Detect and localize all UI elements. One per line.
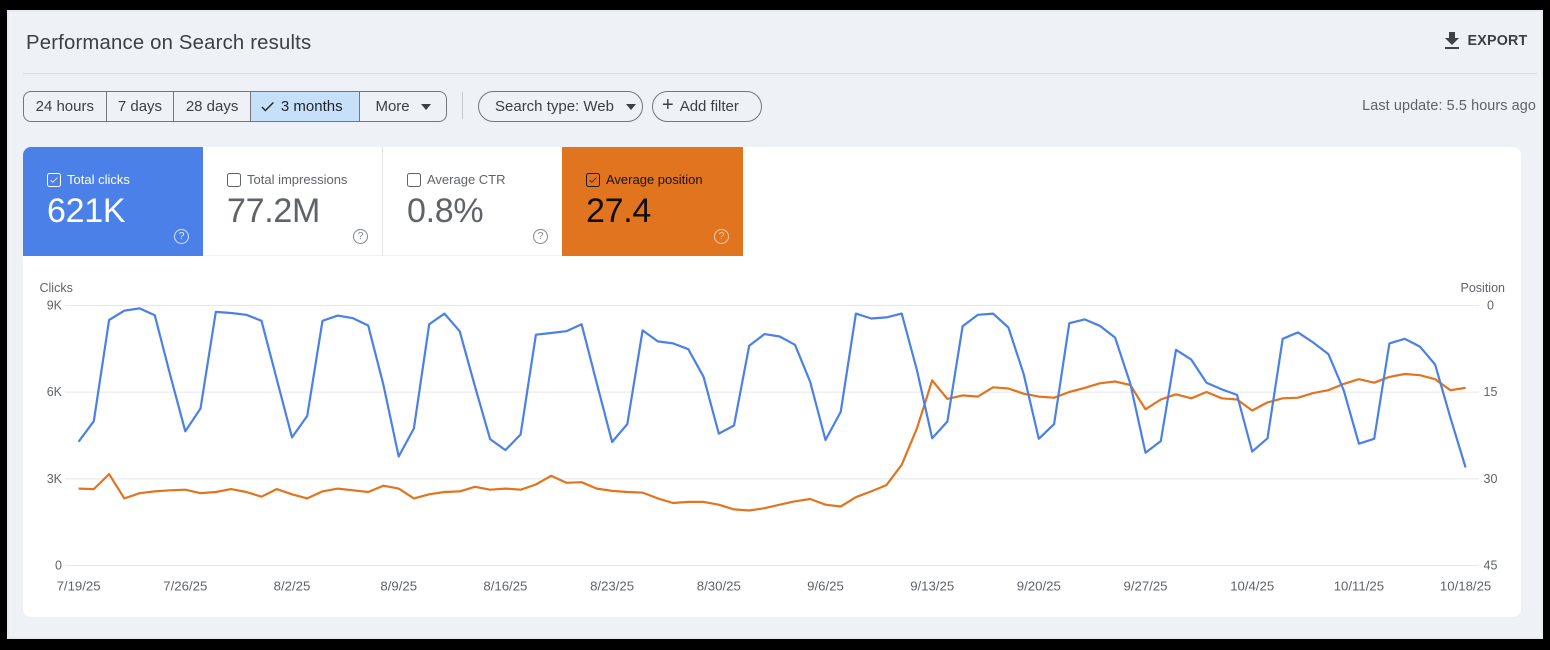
svg-text:45: 45: [1484, 559, 1498, 573]
svg-text:7/19/25: 7/19/25: [57, 579, 101, 594]
svg-text:10/11/25: 10/11/25: [1334, 579, 1384, 594]
svg-text:10/4/25: 10/4/25: [1230, 579, 1274, 594]
svg-text:0: 0: [1487, 299, 1494, 313]
svg-text:30: 30: [1484, 472, 1498, 486]
svg-text:8/16/25: 8/16/25: [483, 579, 527, 594]
svg-text:15: 15: [1484, 385, 1498, 399]
svg-text:9/13/25: 9/13/25: [910, 579, 954, 594]
svg-text:9/6/25: 9/6/25: [807, 579, 844, 594]
svg-text:8/23/25: 8/23/25: [590, 579, 634, 594]
svg-text:8/2/25: 8/2/25: [274, 579, 311, 594]
svg-text:Position: Position: [1461, 281, 1506, 295]
svg-text:9/20/25: 9/20/25: [1017, 579, 1061, 594]
svg-text:7/26/25: 7/26/25: [163, 579, 207, 594]
svg-text:6K: 6K: [47, 385, 63, 399]
svg-text:0: 0: [55, 559, 62, 573]
svg-text:9/27/25: 9/27/25: [1124, 579, 1168, 594]
svg-text:8/9/25: 8/9/25: [380, 579, 417, 594]
svg-text:8/30/25: 8/30/25: [697, 579, 741, 594]
svg-text:10/18/25: 10/18/25: [1440, 579, 1491, 594]
svg-text:Clicks: Clicks: [40, 281, 73, 295]
svg-text:3K: 3K: [47, 472, 63, 486]
svg-text:9K: 9K: [47, 299, 63, 313]
